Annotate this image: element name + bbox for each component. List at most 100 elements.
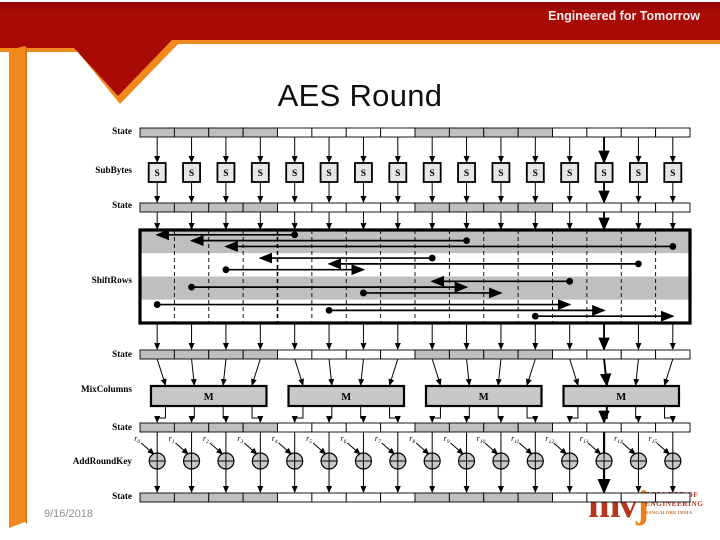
sbox-label: S xyxy=(430,169,435,179)
state-cell xyxy=(139,492,175,503)
state-bar-2 xyxy=(139,202,691,213)
row-label-state-1: State xyxy=(112,126,132,136)
page-title: AES Round xyxy=(277,78,443,113)
shiftrows-source-dot xyxy=(153,301,161,308)
shiftrows-source-dot xyxy=(669,243,677,250)
state-cell xyxy=(139,202,175,213)
mix-label: M xyxy=(204,392,214,403)
state-cell xyxy=(655,202,691,213)
state-cell xyxy=(345,202,382,213)
logo-line-3: BANGALORE INDIA xyxy=(645,510,693,515)
mix-out-line xyxy=(664,406,676,423)
state-cell xyxy=(277,349,313,360)
mix-box xyxy=(149,384,268,408)
state-cell xyxy=(448,422,485,433)
date-stamp: 9/16/2018 xyxy=(44,508,93,520)
state-cell xyxy=(483,202,519,213)
shiftrows-source-dot xyxy=(360,289,367,297)
mix-out-line xyxy=(526,406,539,423)
state-cell xyxy=(345,349,382,360)
state-cell xyxy=(552,349,588,360)
round-key-line xyxy=(553,442,567,455)
mix-out-line xyxy=(389,406,401,423)
state-cell xyxy=(517,127,553,138)
mix-out-line xyxy=(429,406,441,423)
state-bar-4 xyxy=(139,422,691,433)
state-cell xyxy=(620,422,657,433)
state-cell xyxy=(242,422,278,433)
state-cell xyxy=(311,349,347,360)
mix-in-line xyxy=(328,358,335,386)
row-label-state-5: State xyxy=(112,491,132,501)
state-cell xyxy=(345,422,382,433)
mix-box xyxy=(287,384,406,408)
mix-in-line xyxy=(220,358,227,386)
round-key-label: r9 xyxy=(444,434,450,445)
state-cell xyxy=(208,349,244,360)
state-cell xyxy=(242,127,278,138)
round-key-label: r14 xyxy=(614,434,623,445)
state-cell xyxy=(586,492,622,503)
state-cell xyxy=(517,422,553,433)
shiftrows-box xyxy=(138,228,692,325)
round-key-label: r15 xyxy=(648,434,657,445)
sbox-label: S xyxy=(533,169,538,179)
round-key-line xyxy=(415,442,430,455)
sbox-label: S xyxy=(636,169,641,179)
row-label-addroundkey: AddRoundKey xyxy=(72,456,132,466)
state-cell xyxy=(208,492,244,503)
state-cell xyxy=(242,492,278,503)
state-cell xyxy=(311,492,347,503)
state-cell xyxy=(517,492,553,503)
round-key-line xyxy=(278,442,292,455)
round-key-label: r1 xyxy=(169,434,175,445)
state-cell xyxy=(208,202,244,213)
mix-out-line xyxy=(326,406,333,423)
mix-label: M xyxy=(616,392,626,403)
state-cell xyxy=(277,492,313,503)
state-cell xyxy=(586,127,622,138)
state-cell xyxy=(483,349,519,360)
state-cell xyxy=(208,422,244,433)
state-cell xyxy=(414,202,450,213)
mix-in-line xyxy=(526,358,536,386)
mix-in-line xyxy=(190,358,197,386)
state-cell xyxy=(173,202,210,213)
state-cell xyxy=(173,422,210,433)
round-key-line xyxy=(175,442,189,455)
sbox-label: S xyxy=(361,169,366,179)
round-key-label: r13 xyxy=(580,434,589,445)
sbox-label: S xyxy=(670,169,675,179)
shiftrows-source-dot xyxy=(188,283,195,291)
sbox-label: S xyxy=(395,169,400,179)
mix-in-line xyxy=(358,358,365,386)
state-cell xyxy=(448,127,485,138)
state-cell xyxy=(173,492,210,503)
round-key-label: r12 xyxy=(545,434,554,445)
state-cell xyxy=(311,422,347,433)
mix-label: M xyxy=(479,392,489,403)
state-cell xyxy=(552,202,588,213)
round-key-line xyxy=(243,442,258,455)
state-cell xyxy=(414,349,450,360)
sbox-label: S xyxy=(498,169,503,179)
round-key-line xyxy=(140,442,155,455)
mix-out-line xyxy=(566,406,579,423)
mix-in-line xyxy=(294,358,304,386)
row-label-state-2: State xyxy=(112,200,132,210)
state-cell xyxy=(483,492,519,503)
state-cell xyxy=(620,202,657,213)
round-key-label: r0 xyxy=(134,434,140,445)
row-label-subbytes: SubBytes xyxy=(95,165,132,175)
mix-in-line xyxy=(156,358,167,386)
row-label-state-3: State xyxy=(112,349,132,359)
state-cell xyxy=(345,127,382,138)
round-key-label: r11 xyxy=(511,434,520,445)
round-key-line xyxy=(209,442,224,455)
state-cell xyxy=(380,349,416,360)
sbox-label: S xyxy=(292,169,297,179)
mix-in-line xyxy=(465,358,472,386)
state-bar-3 xyxy=(139,349,691,360)
mix-out-line xyxy=(360,406,367,423)
